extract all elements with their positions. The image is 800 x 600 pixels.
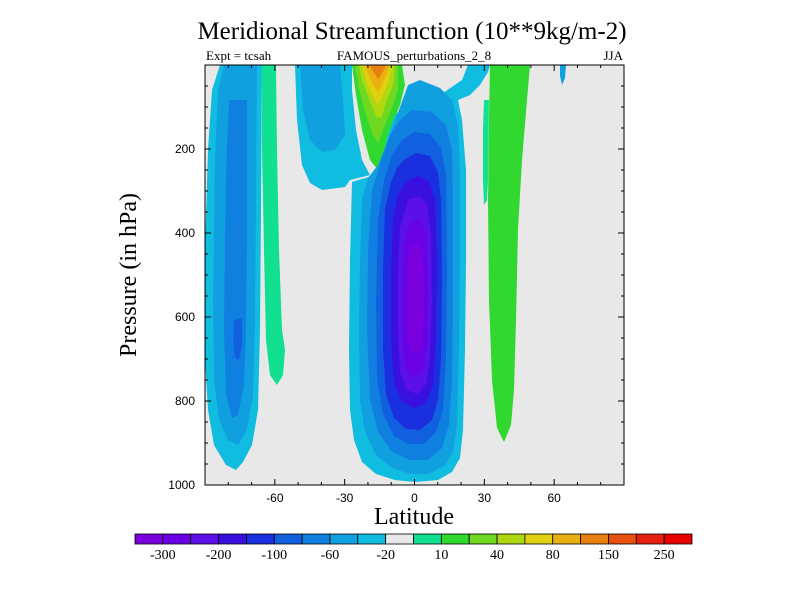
subtitle-center: FAMOUS_perturbations_2_8 bbox=[337, 48, 491, 63]
colorbar-swatch bbox=[162, 533, 192, 545]
y-axis: 200 400 600 800 1000 bbox=[168, 64, 624, 492]
colorbar-swatch bbox=[218, 533, 247, 545]
colorbar-swatch bbox=[134, 533, 164, 545]
colorbar-swatch bbox=[357, 533, 387, 545]
plot-area bbox=[204, 64, 625, 486]
contour-tropical-l8 bbox=[407, 243, 424, 355]
y-tick-label: 800 bbox=[175, 394, 195, 408]
colorbar-label: 150 bbox=[598, 548, 619, 563]
contour-south-positive-band bbox=[262, 65, 285, 385]
colorbar-swatch bbox=[580, 533, 609, 545]
colorbar-label: 40 bbox=[490, 548, 504, 563]
contour-north-positive-inner bbox=[483, 100, 489, 205]
contour-layer bbox=[205, 65, 566, 482]
colorbar-swatch bbox=[635, 533, 665, 545]
x-axis-label: Latitude bbox=[374, 504, 454, 530]
colorbar-swatch bbox=[329, 533, 359, 545]
colorbar-swatch bbox=[524, 533, 554, 545]
colorbar-label: -200 bbox=[206, 548, 232, 563]
contour-south-cell-l4 bbox=[233, 318, 242, 360]
chart-title: Meridional Streamfunction (10**9kg/m-2) bbox=[197, 18, 626, 45]
contour-south-cell-l3 bbox=[224, 100, 247, 418]
axes: -60 -30 0 30 60 200 400 600 800 1000 bbox=[168, 64, 625, 505]
contour-upper-branch-l2 bbox=[300, 65, 345, 152]
colorbar-swatch bbox=[190, 533, 219, 545]
colorbar-swatch bbox=[273, 533, 303, 545]
subtitle-left: Expt = tcsah bbox=[206, 48, 272, 63]
x-tick-label: -30 bbox=[336, 491, 354, 505]
colorbar-swatch bbox=[496, 533, 526, 545]
colorbar-swatch bbox=[440, 533, 470, 545]
colorbar-swatch bbox=[245, 533, 275, 545]
contour-north-blip bbox=[560, 65, 566, 85]
x-tick-label: 60 bbox=[547, 491, 561, 505]
y-axis-label: Pressure (in hPa) bbox=[116, 193, 142, 357]
colorbar-label: 80 bbox=[546, 548, 560, 563]
colorbar: -300 -200 -100 -60 -20 10 40 80 150 250 bbox=[134, 533, 693, 563]
contour-upper-jet-l5 bbox=[365, 65, 390, 92]
colorbar-swatch bbox=[608, 533, 637, 545]
colorbar-label: -20 bbox=[376, 548, 395, 563]
colorbar-swatch bbox=[663, 533, 693, 545]
contour-upper-jet-l6 bbox=[369, 65, 386, 79]
x-tick-label: 30 bbox=[478, 491, 492, 505]
x-tick-label: 0 bbox=[411, 491, 418, 505]
y-tick-label: 1000 bbox=[168, 478, 195, 492]
colorbar-swatch bbox=[468, 533, 498, 545]
y-tick-label: 400 bbox=[175, 226, 195, 240]
x-axis: -60 -30 0 30 60 bbox=[204, 65, 625, 505]
colorbar-swatch bbox=[385, 533, 414, 545]
colorbar-label: -60 bbox=[321, 548, 340, 563]
colorbar-swatch bbox=[413, 533, 442, 545]
subtitle-right: JJA bbox=[603, 48, 623, 63]
contour-north-positive-cell bbox=[488, 65, 530, 442]
y-tick-label: 600 bbox=[175, 310, 195, 324]
y-tick-label: 200 bbox=[175, 142, 195, 156]
colorbar-swatch bbox=[552, 533, 582, 545]
colorbar-label: 10 bbox=[434, 548, 448, 563]
colorbar-swatch bbox=[301, 533, 331, 545]
colorbar-label: -300 bbox=[150, 548, 176, 563]
x-tick-label: -60 bbox=[266, 491, 284, 505]
colorbar-label: -100 bbox=[261, 548, 287, 563]
colorbar-label: 250 bbox=[654, 548, 675, 563]
